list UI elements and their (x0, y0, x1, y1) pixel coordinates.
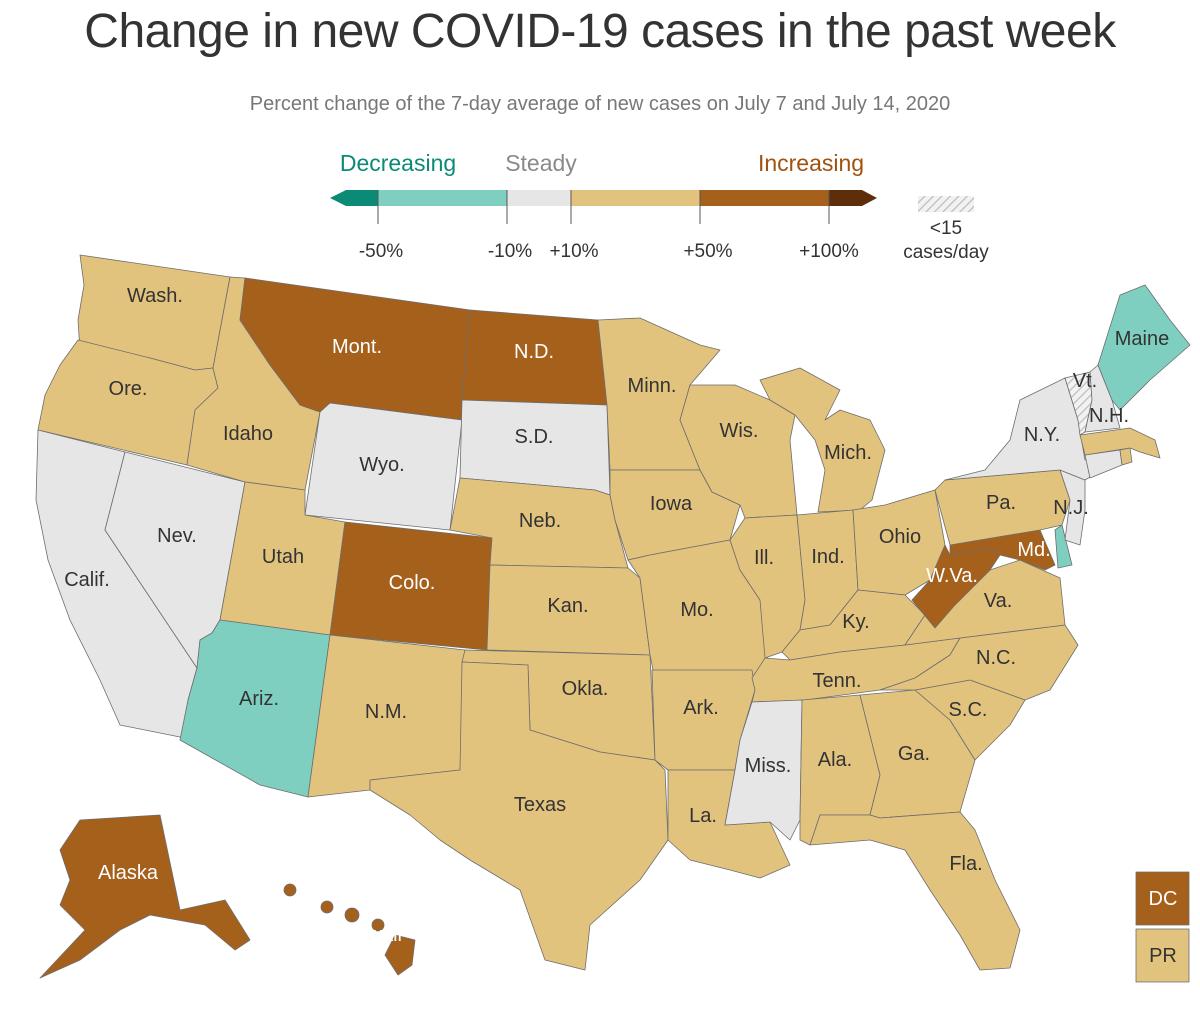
label-kansas: Kan. (547, 595, 588, 617)
legend-swatch-decrease (378, 190, 507, 206)
legend-swatch-steady (507, 190, 571, 206)
legend-decreasing-label: Decreasing (340, 150, 456, 176)
label-mississippi: Miss. (745, 755, 792, 777)
label-new-hampshire: N.H. (1089, 405, 1129, 427)
label-pr: PR (1149, 945, 1177, 967)
label-dc: DC (1149, 888, 1178, 910)
state-north-carolina[interactable] (879, 624, 1079, 701)
box-district-of-columbia[interactable] (1135, 871, 1190, 926)
state-texas[interactable] (369, 661, 669, 971)
state-alaska[interactable] (39, 814, 251, 979)
state-west-virginia[interactable] (911, 544, 1001, 629)
state-rhode-island[interactable] (1119, 447, 1133, 466)
label-oklahoma: Okla. (562, 678, 609, 700)
label-missouri: Mo. (680, 599, 713, 621)
legend-steady-label: Steady (505, 150, 577, 176)
label-new-york: N.Y. (1024, 424, 1060, 446)
chart-subtitle: Percent change of the 7-day average of n… (249, 93, 951, 115)
label-hawaii: Hawaii (342, 924, 402, 946)
label-ohio: Ohio (879, 526, 921, 548)
label-florida: Fla. (949, 853, 982, 875)
label-idaho: Idaho (223, 423, 273, 445)
label-michigan: Mich. (824, 442, 872, 464)
legend-swatch-increase (571, 190, 700, 206)
label-illinois: Ill. (754, 547, 774, 569)
label-minnesota: Minn. (628, 375, 677, 397)
label-arizona: Ariz. (239, 688, 279, 710)
label-virginia: Va. (984, 590, 1013, 612)
label-indiana: Ind. (811, 546, 844, 568)
box-puerto-rico[interactable] (1135, 928, 1190, 983)
label-washington: Wash. (127, 285, 183, 307)
label-maine: Maine (1115, 328, 1169, 350)
label-pennsylvania: Pa. (986, 492, 1016, 514)
state-hawaii[interactable] (283, 883, 416, 976)
label-maryland: Md. (1017, 539, 1050, 561)
label-alabama: Ala. (818, 749, 852, 771)
legend-tick-plus10: +10% (549, 241, 598, 262)
legend-swatch-very-strong-increase (829, 190, 877, 206)
state-michigan[interactable] (759, 367, 886, 513)
state-labels: Wash. Ore. Calif. Nev. Idaho Mont. Wyo. … (64, 285, 1177, 967)
legend-tick-plus50: +50% (683, 241, 732, 262)
label-tennessee: Tenn. (813, 670, 862, 692)
legend-swatch-low-cases (918, 196, 974, 212)
legend-increasing-label: Increasing (758, 150, 864, 176)
label-louisiana: La. (689, 805, 717, 827)
legend-tick-minus10: -10% (488, 241, 532, 262)
state-maryland[interactable] (949, 529, 1056, 571)
state-wyoming[interactable] (304, 402, 463, 531)
legend: Decreasing Steady Increasing -50% -10% +… (330, 150, 989, 263)
label-new-mexico: N.M. (365, 701, 407, 723)
state-massachusetts[interactable] (1079, 427, 1161, 459)
legend-swatch-strong-decrease (330, 190, 378, 206)
label-iowa: Iowa (650, 493, 693, 515)
label-new-jersey: N.J. (1053, 497, 1089, 519)
label-colorado: Colo. (389, 572, 436, 594)
label-oregon: Ore. (109, 378, 148, 400)
label-utah: Utah (262, 546, 304, 568)
label-wisconsin: Wis. (720, 420, 759, 442)
legend-low-cases-line2: cases/day (903, 242, 989, 263)
label-georgia: Ga. (898, 743, 930, 765)
legend-tick-marks (377, 190, 830, 224)
legend-swatch-strong-increase (700, 190, 829, 206)
label-south-dakota: S.D. (515, 426, 554, 448)
legend-tick-minus50: -50% (359, 241, 403, 262)
label-alaska: Alaska (98, 862, 159, 884)
label-vermont: Vt. (1073, 370, 1097, 392)
label-montana: Mont. (332, 336, 382, 358)
label-texas: Texas (514, 794, 566, 816)
label-california: Calif. (64, 569, 110, 591)
label-kentucky: Ky. (842, 611, 869, 633)
label-west-virginia: W.Va. (926, 565, 978, 587)
label-north-dakota: N.D. (514, 341, 554, 363)
state-florida[interactable] (809, 811, 1021, 971)
states-layer (35, 254, 1191, 983)
label-north-carolina: N.C. (976, 647, 1016, 669)
label-arkansas: Ark. (683, 697, 719, 719)
state-delaware[interactable] (1054, 524, 1073, 569)
legend-low-cases-line1: <15 (930, 218, 962, 239)
label-nebraska: Neb. (519, 510, 561, 532)
chart-title: Change in new COVID-19 cases in the past… (84, 5, 1116, 58)
label-nevada: Nev. (157, 525, 197, 547)
legend-tick-plus100: +100% (799, 241, 859, 262)
label-wyoming: Wyo. (359, 454, 404, 476)
label-south-carolina: S.C. (949, 699, 988, 721)
state-maine[interactable] (1097, 284, 1191, 411)
